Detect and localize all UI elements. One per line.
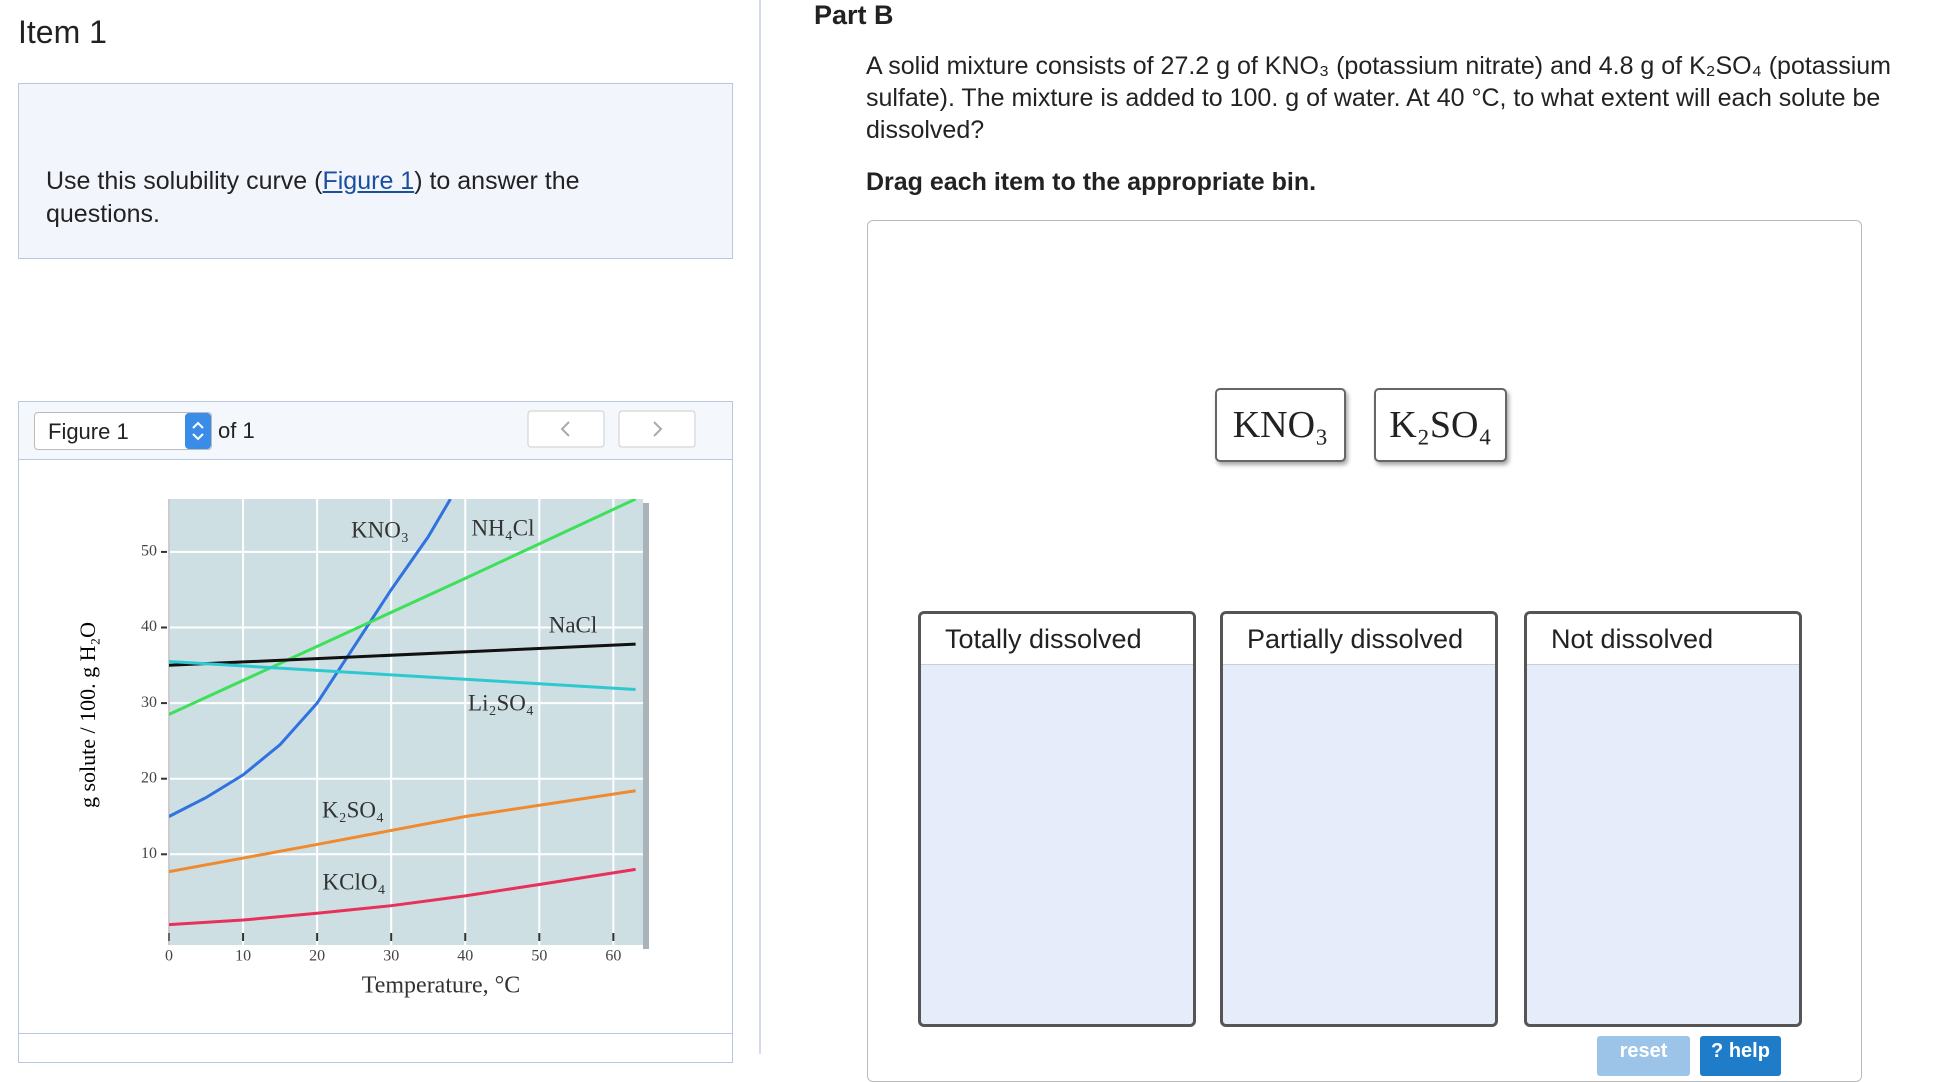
figure-link[interactable]: Figure 1 [322,167,415,195]
series-line [169,789,636,874]
reset-button[interactable]: reset [1597,1036,1690,1076]
item-title: Item 1 [18,14,107,50]
series-label: NaCl [549,612,598,637]
x-tick-label: 60 [605,948,621,965]
bin-label: Partially dissolved [1223,614,1495,665]
select-spinner [185,413,211,449]
y-axis-title: g solute / 100. g H₂O [75,622,100,808]
instruction: Drag each item to the appropriate bin. [866,168,1317,196]
series-label: K₂SO₄ [322,797,384,822]
select-label: Figure 1 [48,419,129,444]
series-line [169,642,636,667]
question-line: A solid mixture consists of 27.2 g of KN… [866,52,1891,80]
y-tick-label: 10 [141,845,157,862]
y-tick-label: 40 [141,618,157,635]
page: Item 1 Use this solubility curve (Figure… [18,0,1891,1082]
series-line [169,660,636,691]
figure-count: of 1 [218,418,255,443]
divider [759,0,761,1054]
x-tick-label: 40 [457,948,473,965]
bin-label: Totally dissolved [921,614,1193,665]
x-tick-label: 20 [309,948,325,965]
question-line: sulfate). The mixture is added to 100. g… [866,84,1881,112]
intro-after: ) to answer the questions. [46,167,580,228]
part-title: Part B [814,0,894,30]
figure-header: Figure 1 of 1 [19,402,732,460]
bin-label: Not dissolved [1527,614,1799,665]
plot-background [169,499,643,945]
bin[interactable]: Totally dissolved [918,611,1196,1027]
chart: g solute / 100. g H₂O Temperature, °C 10… [75,499,649,999]
series-label: NH₄Cl [472,515,535,540]
drag-item[interactable]: K₂SO₄ [1374,388,1507,462]
y-tick-label: 20 [141,769,157,786]
intro-text: Use this solubility curve (Figure 1) to … [46,165,636,231]
drag-item[interactable]: KNO₃ [1215,388,1346,462]
series-line [169,499,452,818]
question: A solid mixture consists of 27.2 g of KN… [866,50,1891,146]
figure-nav-buttons[interactable] [527,410,697,450]
series-label: Li₂SO₄ [468,690,534,715]
x-tick-label: 0 [165,948,173,965]
intro-box: Use this solubility curve (Figure 1) to … [18,83,733,259]
series-line [169,867,636,927]
x-tick-label: 30 [383,948,399,965]
help-button[interactable]: ? help [1700,1036,1781,1076]
plot-shadow [643,503,649,949]
question-line: dissolved? [866,116,985,144]
x-tick-label: 50 [531,948,547,965]
y-tick-label: 30 [141,694,157,711]
figure-select[interactable]: Figure 1 [34,412,212,450]
series-label: KNO₃ [351,517,409,542]
x-axis-title: Temperature, °C [362,973,521,999]
bin[interactable]: Partially dissolved [1220,611,1498,1027]
figure-footer-line [19,1033,732,1034]
figure-panel: Figure 1 of 1 g solute / 100. g H₂O Temp… [18,401,733,1063]
x-tick-label: 10 [235,948,251,965]
bin[interactable]: Not dissolved [1524,611,1802,1027]
series-label: KClO₄ [323,869,386,894]
intro-before: Use this solubility curve ( [46,167,323,195]
y-tick-label: 50 [141,543,157,560]
series-line [169,499,637,716]
